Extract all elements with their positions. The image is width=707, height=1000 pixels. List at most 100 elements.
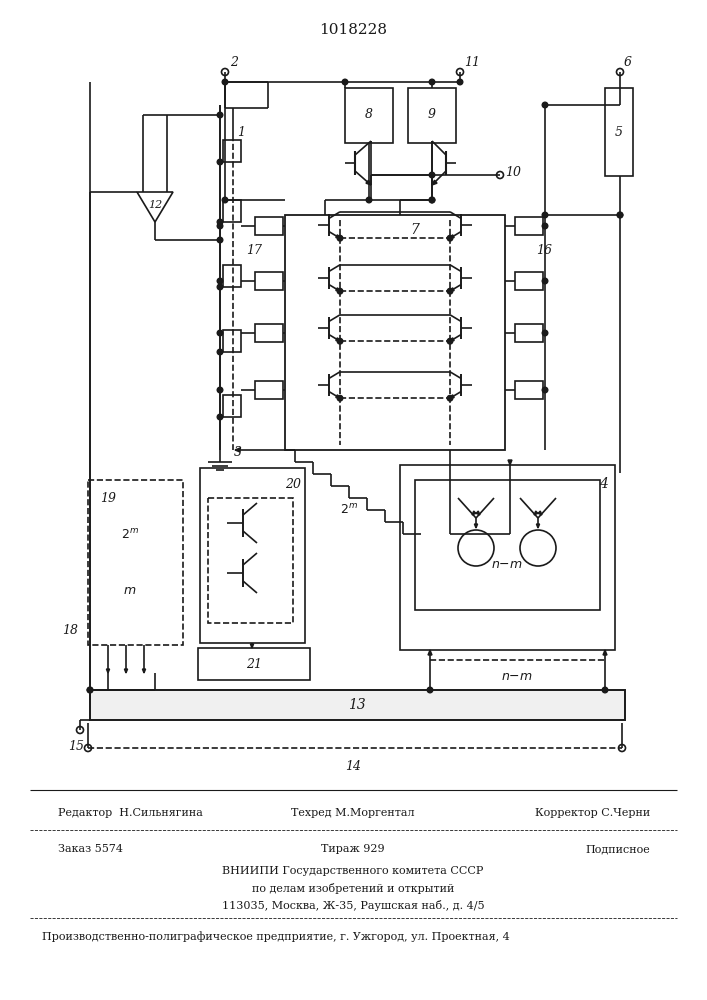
Text: Заказ 5574: Заказ 5574 — [58, 844, 123, 854]
Bar — [605, 88, 633, 176]
Circle shape — [217, 349, 223, 355]
Polygon shape — [538, 511, 542, 515]
Circle shape — [542, 387, 548, 393]
Circle shape — [87, 687, 93, 693]
Text: 7: 7 — [411, 223, 419, 237]
Bar — [255, 324, 283, 342]
Bar — [223, 140, 241, 162]
Text: 16: 16 — [536, 243, 552, 256]
Polygon shape — [253, 539, 257, 543]
Circle shape — [429, 172, 435, 178]
Bar — [515, 217, 543, 235]
Circle shape — [217, 112, 223, 118]
Circle shape — [76, 726, 83, 734]
Circle shape — [458, 530, 494, 566]
Bar — [198, 648, 310, 680]
Bar — [408, 88, 456, 143]
Circle shape — [448, 288, 452, 294]
Text: 10: 10 — [505, 166, 521, 180]
Polygon shape — [432, 180, 437, 185]
Text: $m$: $m$ — [123, 584, 136, 596]
Text: 14: 14 — [345, 760, 361, 773]
Circle shape — [337, 395, 343, 401]
Bar — [223, 265, 241, 287]
Polygon shape — [450, 288, 455, 291]
Circle shape — [87, 687, 93, 693]
Text: 8: 8 — [365, 108, 373, 121]
Bar — [223, 200, 241, 222]
Circle shape — [222, 79, 228, 85]
Circle shape — [222, 197, 228, 203]
Bar — [223, 330, 241, 352]
Circle shape — [217, 284, 223, 290]
Text: 9: 9 — [428, 108, 436, 121]
Polygon shape — [534, 511, 538, 515]
Circle shape — [542, 330, 548, 336]
Bar — [255, 272, 283, 290]
Circle shape — [542, 212, 548, 218]
Text: 1018228: 1018228 — [319, 23, 387, 37]
Circle shape — [429, 79, 435, 85]
Bar — [515, 324, 543, 342]
Circle shape — [217, 159, 223, 165]
Text: Подписное: Подписное — [585, 844, 650, 854]
Circle shape — [542, 223, 548, 229]
Text: 13: 13 — [348, 698, 366, 712]
Polygon shape — [603, 650, 607, 655]
Circle shape — [337, 338, 343, 344]
Circle shape — [217, 237, 223, 243]
Text: $2^m$: $2^m$ — [121, 528, 139, 542]
Text: Редактор  Н.Сильнягина: Редактор Н.Сильнягина — [58, 808, 203, 818]
Circle shape — [427, 687, 433, 693]
Circle shape — [617, 212, 623, 218]
Polygon shape — [137, 192, 173, 222]
Circle shape — [520, 530, 556, 566]
Bar — [223, 395, 241, 417]
Text: 4: 4 — [599, 477, 607, 491]
Bar — [515, 381, 543, 399]
Circle shape — [448, 235, 452, 241]
Bar — [200, 468, 305, 643]
Polygon shape — [106, 669, 110, 673]
Bar — [208, 498, 293, 623]
Bar — [285, 215, 505, 450]
Circle shape — [217, 278, 223, 284]
Circle shape — [619, 744, 626, 752]
Text: по делам изобретений и открытий: по делам изобретений и открытий — [252, 883, 454, 894]
Circle shape — [542, 278, 548, 284]
Bar — [400, 465, 615, 650]
Polygon shape — [474, 524, 478, 528]
Polygon shape — [450, 235, 455, 238]
Circle shape — [217, 223, 223, 229]
Circle shape — [337, 235, 343, 241]
Circle shape — [429, 197, 435, 203]
Polygon shape — [253, 589, 257, 593]
Circle shape — [429, 197, 435, 203]
Polygon shape — [336, 338, 340, 341]
Text: 20: 20 — [285, 478, 301, 491]
Polygon shape — [450, 338, 455, 341]
Bar — [90, 690, 625, 720]
Bar — [255, 381, 283, 399]
Circle shape — [457, 68, 464, 76]
Circle shape — [85, 744, 91, 752]
Text: 1: 1 — [237, 126, 245, 139]
Text: ВНИИПИ Государственного комитета СССР: ВНИИПИ Государственного комитета СССР — [222, 866, 484, 876]
Text: 113035, Москва, Ж-35, Раушская наб., д. 4/5: 113035, Москва, Ж-35, Раушская наб., д. … — [222, 900, 484, 911]
Circle shape — [448, 338, 452, 344]
Circle shape — [366, 197, 372, 203]
Circle shape — [217, 330, 223, 336]
Circle shape — [602, 687, 608, 693]
Polygon shape — [235, 448, 240, 452]
Circle shape — [542, 102, 548, 108]
Circle shape — [337, 288, 343, 294]
Text: 17: 17 — [246, 243, 262, 256]
Text: Техред М.Моргентал: Техред М.Моргентал — [291, 808, 415, 818]
Text: Корректор С.Черни: Корректор С.Черни — [534, 808, 650, 818]
Polygon shape — [537, 524, 539, 528]
Polygon shape — [472, 511, 476, 515]
Text: $2^m$: $2^m$ — [340, 503, 358, 517]
Text: $n{-}m$: $n{-}m$ — [501, 670, 533, 683]
Bar — [88, 480, 183, 645]
Circle shape — [457, 79, 463, 85]
